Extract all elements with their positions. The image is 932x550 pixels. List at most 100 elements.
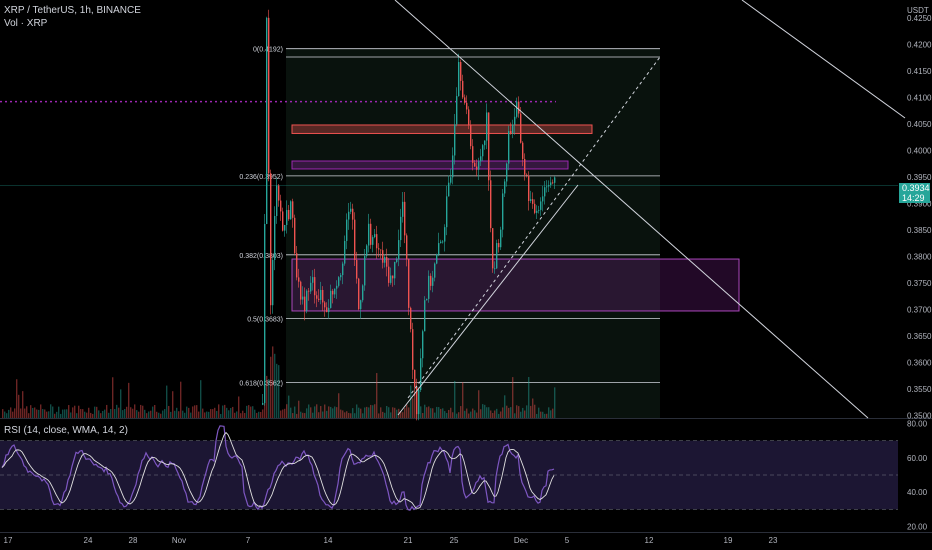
volume-bar	[260, 411, 262, 418]
candle-body	[522, 142, 524, 159]
volume-bar	[146, 413, 148, 418]
candle-body	[314, 277, 316, 296]
volume-bar	[84, 411, 86, 418]
time-tick-label: 17	[4, 536, 13, 545]
candle-body	[354, 219, 356, 261]
candle-body	[472, 146, 474, 163]
volume-bar	[142, 405, 144, 418]
volume-bar	[76, 413, 78, 418]
volume-bar	[116, 404, 118, 418]
volume-bar	[4, 411, 6, 418]
rsi-tick-label: 20.00	[907, 523, 928, 532]
volume-bar	[138, 411, 140, 418]
volume-bar	[486, 407, 488, 418]
volume-bar	[94, 406, 96, 418]
candle-body	[344, 240, 346, 264]
candle-body	[308, 290, 310, 292]
candle-body	[424, 300, 426, 332]
volume-bar	[434, 412, 436, 418]
volume-bar	[470, 411, 472, 418]
volume-bar	[120, 389, 122, 418]
volume-bar	[98, 410, 100, 418]
volume-bar	[458, 412, 460, 418]
volume-bar	[216, 410, 218, 418]
candle-body	[332, 290, 334, 295]
volume-bar	[112, 377, 114, 418]
candle-body	[320, 289, 322, 300]
volume-bar	[358, 407, 360, 418]
candle-body	[442, 241, 444, 243]
volume-bar	[132, 408, 134, 418]
candle-body	[412, 329, 414, 370]
volume-bar	[394, 407, 396, 418]
volume-bar	[302, 412, 304, 418]
volume-bar	[70, 412, 72, 418]
candle-body	[550, 182, 552, 186]
volume-bar	[250, 406, 252, 418]
volume-bar	[62, 409, 64, 418]
volume-bar	[52, 406, 54, 418]
candle-body	[262, 403, 264, 405]
volume-bar	[66, 409, 68, 418]
candle-body	[520, 113, 522, 143]
price-tick-label: 0.4250	[907, 14, 932, 23]
time-tick-label: 12	[645, 536, 654, 545]
candle-body	[402, 201, 404, 217]
candle-body	[432, 277, 434, 286]
candle-body	[508, 131, 510, 164]
volume-bar	[226, 407, 228, 418]
volume-bar	[256, 412, 258, 418]
volume-bar	[336, 407, 338, 418]
volume-bar	[36, 409, 38, 418]
volume-bar	[176, 407, 178, 418]
rsi-tick-label: 60.00	[907, 454, 928, 463]
volume-bar	[508, 407, 510, 418]
volume-legend[interactable]: Vol · XRP	[4, 18, 48, 29]
volume-bar	[368, 407, 370, 418]
candle-body	[374, 234, 376, 238]
candle-body	[366, 245, 368, 257]
candle-body	[304, 296, 306, 311]
volume-bar	[168, 405, 170, 418]
volume-bar	[32, 407, 34, 418]
volume-bar	[326, 410, 328, 418]
volume-bar	[344, 412, 346, 418]
candle-body	[458, 62, 460, 97]
candle-body	[290, 201, 292, 220]
volume-bar	[220, 413, 222, 418]
volume-bar	[248, 405, 250, 418]
volume-bar	[504, 395, 506, 418]
volume-bar	[414, 393, 416, 418]
time-tick-label: 25	[450, 536, 459, 545]
candle-body	[422, 331, 424, 359]
symbol-legend[interactable]: XRP / TetherUS, 1h, BINANCE	[4, 5, 141, 16]
candle-body	[316, 295, 318, 299]
volume-bar	[312, 412, 314, 418]
volume-bar	[228, 410, 230, 418]
volume-bar	[380, 407, 382, 418]
volume-bar	[546, 413, 548, 418]
resistance-zone	[291, 124, 593, 134]
volume-bar	[472, 408, 474, 418]
rsi-legend[interactable]: RSI (14, close, WMA, 14, 2)	[4, 425, 128, 436]
price-tick-label: 0.3950	[907, 173, 932, 182]
volume-bar	[194, 405, 196, 418]
candle-body	[414, 369, 416, 387]
volume-bar	[402, 412, 404, 418]
volume-bar	[500, 411, 502, 418]
candle-body	[350, 208, 352, 212]
time-tick-label: Nov	[172, 536, 186, 545]
volume-bar	[324, 404, 326, 418]
candle-body	[338, 277, 340, 286]
candle-body	[546, 186, 548, 188]
volume-bar	[294, 406, 296, 418]
volume-bar	[48, 411, 50, 418]
time-tick-label: 24	[84, 536, 93, 545]
volume-bar	[370, 404, 372, 418]
volume-bar	[542, 411, 544, 418]
candle-body	[416, 386, 418, 415]
volume-bar	[502, 407, 504, 418]
volume-bar	[384, 412, 386, 418]
